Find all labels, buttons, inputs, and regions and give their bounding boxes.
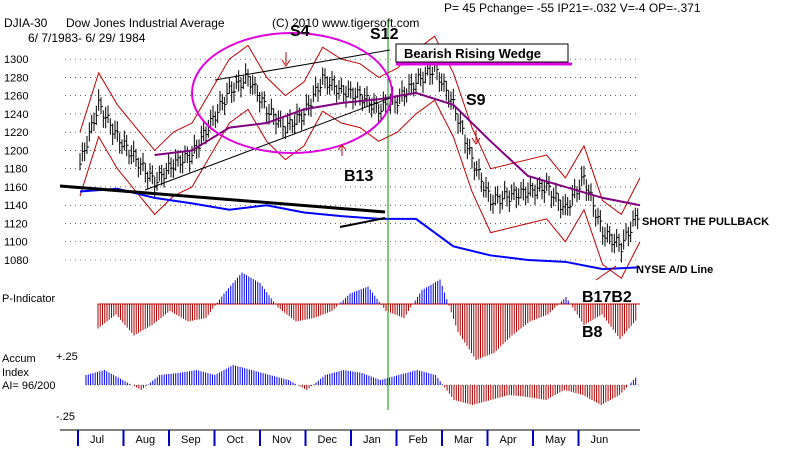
nyse-ad-line: [79, 187, 641, 271]
y-tick-label: 1240: [4, 109, 28, 121]
month-label: Oct: [227, 434, 244, 446]
month-label: May: [545, 434, 566, 446]
ad-support-line: [339, 217, 386, 228]
b13-label: B13: [344, 168, 373, 185]
accum-index-bars: [85, 365, 640, 405]
month-label: Jan: [363, 434, 381, 446]
p-indicator-bars: [97, 272, 640, 360]
month-label: Apr: [500, 434, 517, 446]
y-tick-label: 1140: [4, 200, 28, 212]
accum-minus25: -.25: [56, 411, 75, 423]
b13-arrowhead: [337, 144, 347, 151]
month-label: Aug: [136, 434, 156, 446]
s12-label: S12: [370, 26, 399, 43]
s4-arrowhead: [281, 59, 291, 67]
b8-label: B8: [582, 324, 603, 341]
accum-label-1: Accum: [2, 353, 36, 365]
date-range: 6/ 7/1983- 6/ 29/ 1984: [28, 31, 146, 45]
upper-band: [79, 35, 641, 216]
grid: [65, 58, 640, 261]
y-tick-label: 1220: [4, 127, 28, 139]
y-tick-label: 1180: [4, 164, 28, 176]
month-label: Mar: [454, 434, 473, 446]
y-tick-label: 1200: [4, 145, 28, 157]
y-tick-label: 1160: [4, 182, 28, 194]
month-label: Jul: [90, 434, 104, 446]
s4-label: S4: [290, 23, 310, 40]
month-label: Sep: [181, 434, 201, 446]
wedge-ellipse: [191, 32, 393, 154]
y-axis: 1300 1280 1260 1240 1220 1200 1180 1160 1140 1120…: [4, 54, 28, 267]
month-label: Nov: [272, 434, 292, 446]
y-tick-label: 1100: [4, 237, 28, 249]
copyright: (C) 2010: [272, 16, 319, 30]
index-name: Dow Jones Industrial Average: [66, 16, 225, 30]
moving-average-line: [154, 91, 641, 207]
website: www.tigersoft.com: [321, 16, 419, 30]
month-label: Feb: [409, 434, 428, 446]
y-tick-label: 1300: [4, 54, 28, 66]
s9-label: S9: [466, 92, 486, 109]
p-indicator-label: P-Indicator: [2, 293, 56, 305]
short-pullback-label: SHORT THE PULLBACK: [642, 216, 769, 228]
month-label: Dec: [318, 434, 338, 446]
accum-label-2: Index: [2, 367, 29, 379]
nyse-ad-label: NYSE A/D Line: [636, 264, 713, 276]
y-tick-label: 1280: [4, 72, 28, 84]
y-tick-label: 1120: [4, 218, 28, 230]
symbol-label: DJIA-30: [4, 16, 48, 30]
accum-plus25: +.25: [56, 351, 78, 363]
nyse-arrow: [595, 265, 617, 281]
wedge-upper-line: [214, 49, 391, 81]
wedge-lower-line: [144, 97, 391, 191]
ai-label: AI= 96/200: [2, 380, 56, 392]
b17b2-label: B17B2: [582, 289, 632, 306]
price-bars: [79, 53, 640, 263]
ad-trendline: [59, 184, 386, 214]
wedge-box: [395, 43, 569, 63]
y-tick-label: 1080: [4, 255, 28, 267]
y-tick-label: 1260: [4, 91, 28, 103]
month-axis: Jul Aug Sep Oct Nov Dec Jan Feb Mar Apr May Jun: [60, 429, 640, 446]
month-label: Jun: [591, 434, 609, 446]
wedge-label: Bearish Rising Wedge: [404, 46, 541, 61]
series-lines: [79, 91, 641, 271]
s9-arrowhead: [471, 137, 481, 145]
stats-line: P= 45 Pchange= -55 IP21=-.032 V=-4 OP=-.…: [444, 1, 701, 15]
